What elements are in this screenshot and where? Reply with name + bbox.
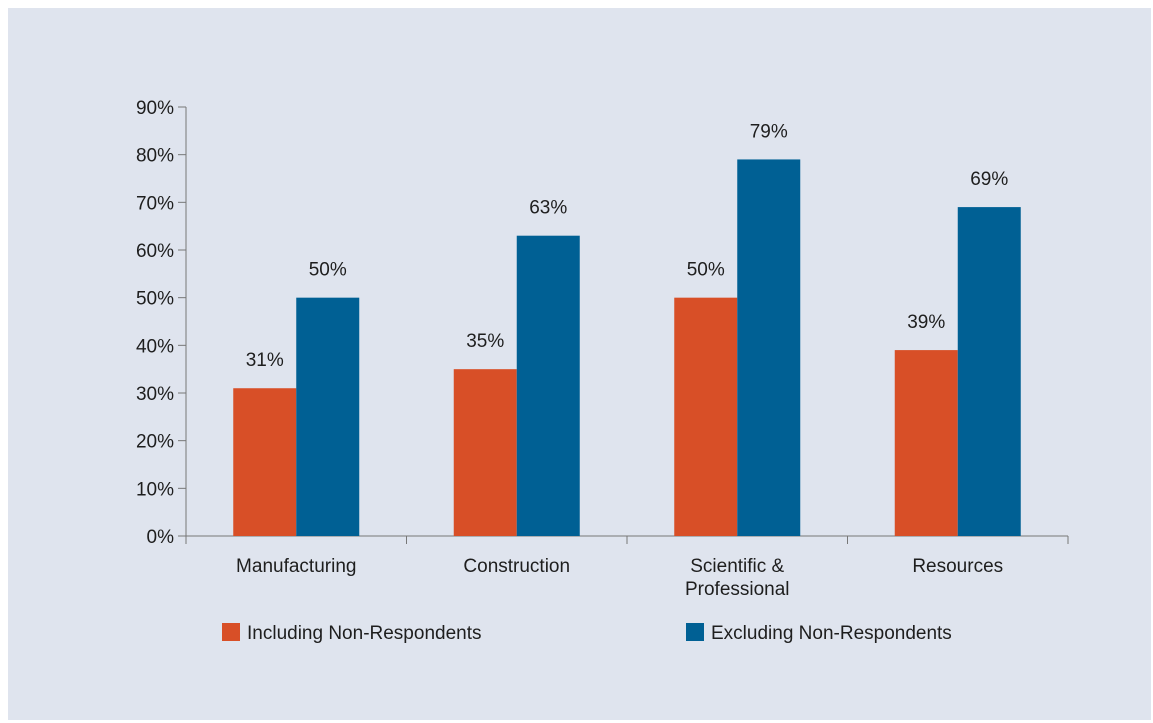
data-label: 50%	[687, 260, 725, 281]
bar	[453, 369, 517, 536]
legend: Including Non-Respondents Excluding Non-R…	[222, 623, 952, 644]
x-axis: Manufacturing Construction Scientific & Pro…	[185, 535, 1069, 600]
legend-swatch	[686, 623, 704, 641]
y-tick-label: 10%	[136, 479, 174, 500]
y-tick-label: 20%	[136, 432, 174, 453]
x-tick-label: Construction	[463, 556, 570, 577]
y-tick-label: 0%	[147, 527, 175, 548]
y-tick-label: 50%	[136, 289, 174, 310]
x-tick-label: Resources	[912, 556, 1003, 577]
y-tick-label: 80%	[136, 146, 174, 167]
bar	[674, 297, 738, 536]
y-axis: 0% 10% 20% 30% 40% 50% 60% 70% 80% 90%	[136, 98, 187, 548]
x-tick-label: Manufacturing	[236, 556, 356, 577]
bar	[894, 350, 958, 536]
data-label: 79%	[750, 121, 788, 142]
data-label: 35%	[466, 331, 504, 352]
legend-swatch	[222, 623, 240, 641]
bars	[233, 159, 1021, 536]
bar	[296, 297, 360, 536]
data-labels: 31% 50% 35% 63% 50% 79% 39% 69%	[246, 121, 1009, 371]
y-tick-label: 30%	[136, 384, 174, 405]
y-tick-label: 40%	[136, 336, 174, 357]
bar	[957, 207, 1021, 536]
x-tick-label: Scientific & Professional	[685, 556, 790, 600]
bar	[233, 388, 297, 536]
data-label: 69%	[970, 169, 1008, 190]
bar	[737, 159, 801, 536]
data-label: 31%	[246, 350, 284, 371]
legend-label: Including Non-Respondents	[247, 623, 482, 644]
y-tick-label: 90%	[136, 98, 174, 119]
data-label: 63%	[529, 198, 567, 219]
legend-label: Excluding Non-Respondents	[711, 623, 952, 644]
y-tick-label: 60%	[136, 241, 174, 262]
bar	[516, 235, 580, 536]
y-tick-label: 70%	[136, 193, 174, 214]
data-label: 50%	[309, 260, 347, 281]
data-label: 39%	[907, 312, 945, 333]
